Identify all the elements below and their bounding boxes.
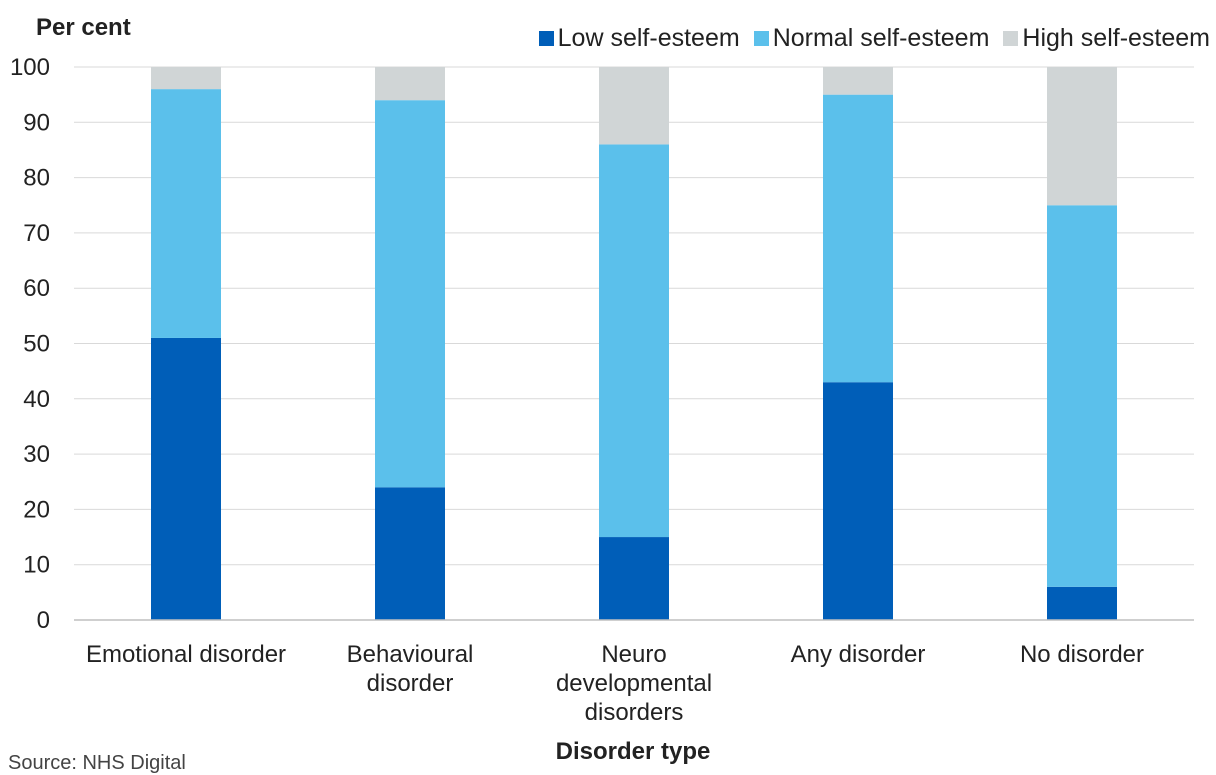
legend-label-low: Low self-esteem <box>557 24 740 52</box>
bar-3-series-0 <box>823 382 893 620</box>
y-tick-label-80: 80 <box>23 165 50 192</box>
legend-item-normal: Normal self-esteem <box>753 24 990 53</box>
legend-label-high: High self-esteem <box>1022 24 1210 52</box>
y-tick-label-40: 40 <box>23 386 50 413</box>
x-tick-label-line: Behavioural <box>346 641 474 668</box>
bar-0-series-1 <box>151 89 221 338</box>
bar-4-series-0 <box>1047 586 1117 620</box>
bar-1-series-0 <box>375 487 445 620</box>
y-tick-label-100: 100 <box>10 54 50 81</box>
x-tick-label-line: No disorder <box>1019 641 1145 668</box>
bar-4-series-1 <box>1047 205 1117 587</box>
x-axis-title: Disorder type <box>555 738 711 765</box>
bar-2-series-0 <box>599 537 669 620</box>
x-tick-label-3: Any disorder <box>743 640 973 669</box>
bar-3-series-2 <box>823 67 893 95</box>
bar-2-series-1 <box>599 144 669 538</box>
y-tick-label-30: 30 <box>23 441 50 468</box>
x-tick-label-line: Emotional disorder <box>85 641 287 668</box>
x-tick-label-line: disorders <box>584 699 684 726</box>
bar-2-series-2 <box>599 67 669 145</box>
y-tick-label-70: 70 <box>23 220 50 247</box>
bar-0-series-2 <box>151 67 221 90</box>
y-tick-label-90: 90 <box>23 109 50 136</box>
legend: Low self-esteem Normal self-esteem High … <box>538 24 1210 53</box>
y-tick-label-20: 20 <box>23 496 50 523</box>
bar-1-series-1 <box>375 100 445 488</box>
y-tick-label-50: 50 <box>23 331 50 358</box>
y-axis-title: Per cent <box>36 14 131 41</box>
legend-swatch-low <box>538 31 554 46</box>
legend-item-high: High self-esteem <box>1003 24 1210 53</box>
x-tick-label-0: Emotional disorder <box>71 640 301 669</box>
legend-label-normal: Normal self-esteem <box>772 24 990 52</box>
source-note: Source: NHS Digital <box>8 752 186 774</box>
x-tick-label-line: developmental <box>555 670 713 697</box>
x-tick-label-line: disorder <box>366 670 454 697</box>
bar-0-series-0 <box>151 337 221 620</box>
legend-swatch-normal <box>753 31 769 46</box>
x-tick-label-line: Any disorder <box>790 641 926 668</box>
y-tick-label-60: 60 <box>23 275 50 302</box>
y-tick-label-0: 0 <box>37 607 50 634</box>
x-tick-label-line: Neuro <box>601 641 667 668</box>
y-tick-label-10: 10 <box>23 552 50 579</box>
x-tick-label-1: Behavioural disorder <box>295 640 525 698</box>
bar-1-series-2 <box>375 67 445 101</box>
x-tick-label-2: Neuro developmental disorders <box>519 640 749 727</box>
legend-item-low: Low self-esteem <box>538 24 740 53</box>
bar-3-series-1 <box>823 94 893 383</box>
legend-swatch-high <box>1003 31 1019 46</box>
bar-4-series-2 <box>1047 67 1117 206</box>
x-tick-label-4: No disorder <box>967 640 1197 669</box>
